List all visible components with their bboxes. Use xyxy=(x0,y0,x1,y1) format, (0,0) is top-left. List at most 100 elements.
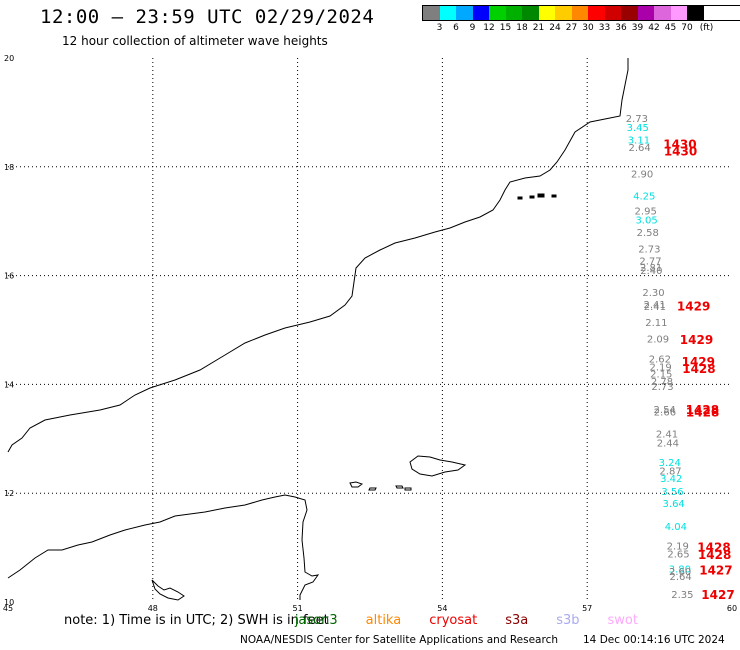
legend-swatch xyxy=(472,6,489,20)
legend-swatch xyxy=(522,6,539,20)
wave-height-value: 2.58 xyxy=(637,228,659,239)
observation-time-label: 1430 xyxy=(664,144,697,158)
observation-time-label: 1428 xyxy=(686,403,719,417)
observation-time-label: 1429 xyxy=(682,355,715,369)
island-zeila-coast xyxy=(151,579,185,601)
wave-height-value: 3.42 xyxy=(660,474,682,485)
wave-height-value: 2.44 xyxy=(657,439,679,450)
wave-height-value: 2.95 xyxy=(635,206,657,217)
map-note: note: 1) Time is in UTC; 2) SWH is in fe… xyxy=(64,613,638,628)
legend-swatch xyxy=(604,6,621,20)
observation-time-label: 1429 xyxy=(677,300,710,314)
wave-height-value: 2.78 xyxy=(651,377,673,388)
legend-swatch xyxy=(423,6,440,20)
lon-tick-label: 54 xyxy=(437,604,447,613)
legend-swatch xyxy=(621,6,638,20)
page-title: 12:00 – 23:59 UTC 02/29/2024 xyxy=(40,6,375,28)
legend-label: 45 xyxy=(664,23,677,33)
legend-label: 18 xyxy=(516,23,528,33)
legend-color-bar xyxy=(422,5,740,21)
legend-swatch xyxy=(456,6,473,20)
wave-height-value: 3.05 xyxy=(635,216,657,227)
wave-height-value: 2.65 xyxy=(667,550,689,561)
wave-height-value: 2.73 xyxy=(626,114,648,125)
wave-height-value: 2.35 xyxy=(671,590,693,601)
legend-unit: (ft) xyxy=(699,23,714,33)
wave-height-value: 3.56 xyxy=(661,487,683,498)
wave-height-value: 2.30 xyxy=(642,288,664,299)
lon-tick-label: 48 xyxy=(148,604,158,613)
observation-time-labels: 1430143014291429142914281428142814281428… xyxy=(663,137,734,601)
legend-label: 15 xyxy=(499,23,512,33)
lon-tick-label: 57 xyxy=(582,604,592,613)
wave-height-value: 2.40 xyxy=(640,266,662,277)
lat-tick-label: 10 xyxy=(4,598,14,607)
wave-height-value: 2.19 xyxy=(649,362,671,373)
axis-tick-labels: 45 48 51 54 57 60 20 18 16 14 12 10 xyxy=(3,54,737,613)
legend-swatch xyxy=(505,6,522,20)
wave-height-value: 2.62 xyxy=(649,354,671,365)
wave-height-value: 3.24 xyxy=(659,458,681,469)
island-kuria-muria xyxy=(517,193,557,200)
observation-time-label: 1428 xyxy=(682,362,715,376)
legend-swatch xyxy=(571,6,588,20)
legend-label: 24 xyxy=(549,23,561,33)
wave-height-value: 2.81 xyxy=(640,263,662,274)
legend-swatch xyxy=(654,6,671,20)
wave-height-legend: 3 6 9 12 15 18 21 24 27 30 33 36 39 42 45 70 (ft) xyxy=(422,5,740,35)
lat-tick-label: 18 xyxy=(4,163,14,172)
legend-swatch xyxy=(538,6,555,20)
observation-time-label: 1427 xyxy=(701,588,734,602)
wave-height-value: 2.15 xyxy=(650,370,672,381)
legend-label: 3 xyxy=(436,23,443,33)
wave-height-value: 4.04 xyxy=(665,522,687,533)
coastline-arabia xyxy=(7,58,629,453)
wave-height-value: 2.64 xyxy=(629,143,651,154)
wave-height-value: 4.25 xyxy=(633,192,655,203)
satellite-swot: swot xyxy=(607,613,638,628)
satellite-altika: altika xyxy=(365,613,402,628)
legend-swatch xyxy=(670,6,687,20)
wave-height-value: 2.64 xyxy=(670,572,692,583)
satellite-legend: jason3 altika cryosat s3a s3b swot xyxy=(295,613,638,628)
legend-label: 9 xyxy=(469,23,476,33)
wave-height-value: 2.41 xyxy=(656,429,678,440)
wave-height-value: 2.73 xyxy=(638,244,660,255)
page-subtitle: 12 hour collection of altimeter wave hei… xyxy=(62,34,328,48)
observation-time-label: 1428 xyxy=(698,548,731,562)
legend-label: 39 xyxy=(631,23,644,33)
legend-label: 12 xyxy=(483,23,495,33)
wave-height-observations: 2.733.453.112.642.904.252.953.052.582.73… xyxy=(626,114,694,601)
legend-swatch xyxy=(687,6,704,20)
satellite-jason3: jason3 xyxy=(294,613,338,628)
legend-label: 33 xyxy=(598,23,611,33)
island-abd-al-kuri xyxy=(349,481,412,491)
coastline-somalia xyxy=(7,494,320,600)
lat-tick-label: 16 xyxy=(4,272,14,281)
legend-label: 27 xyxy=(565,23,578,33)
wave-height-value: 2.87 xyxy=(659,466,681,477)
lon-tick-label: 60 xyxy=(727,604,737,613)
wave-height-value: 2.19 xyxy=(667,541,689,552)
wave-height-value: 2.66 xyxy=(654,408,676,419)
wave-height-value: 2.60 xyxy=(669,567,691,578)
footer-generated-date: 14 Dec 00:14:16 UTC 2024 xyxy=(583,634,725,646)
wave-height-value: 2.77 xyxy=(639,256,661,267)
legend-label: 21 xyxy=(532,23,545,33)
observation-time-label: 1428 xyxy=(686,406,719,420)
footer: NOAA/NESDIS Center for Satellite Applica… xyxy=(240,634,725,646)
legend-label: 36 xyxy=(615,23,627,33)
lat-tick-label: 14 xyxy=(4,380,14,389)
wave-height-value: 2.11 xyxy=(645,318,667,329)
satellite-cryosat: cryosat xyxy=(429,613,478,628)
wave-height-value: 2.09 xyxy=(647,335,669,346)
legend-swatch xyxy=(555,6,572,20)
lat-tick-label: 12 xyxy=(4,489,14,498)
coastline xyxy=(7,58,629,601)
wave-height-value: 3.64 xyxy=(663,499,685,510)
observation-time-label: 1429 xyxy=(680,333,713,347)
legend-swatch xyxy=(439,6,456,20)
satellite-s3a: s3a xyxy=(505,613,529,628)
satellite-s3b: s3b xyxy=(556,613,580,628)
lon-tick-label: 45 xyxy=(3,604,13,613)
